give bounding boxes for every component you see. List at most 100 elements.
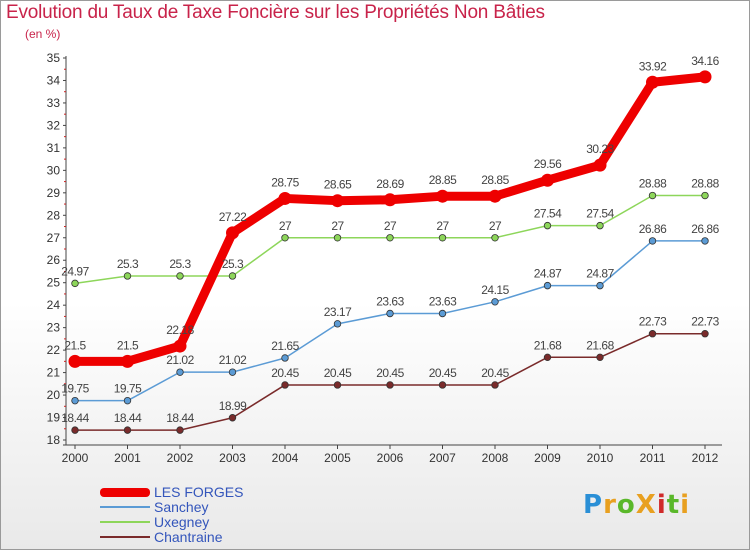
data-label: 18.44 — [61, 411, 89, 425]
x-tick-label: 2012 — [692, 451, 719, 465]
data-point — [543, 221, 552, 230]
data-point — [71, 279, 79, 288]
legend-label: Chantraine — [154, 529, 223, 545]
y-tick-label: 24 — [47, 298, 61, 312]
data-point — [386, 309, 394, 318]
data-label: 28.88 — [691, 177, 719, 191]
data-label: 28.88 — [639, 177, 667, 191]
data-label: 28.75 — [271, 175, 299, 189]
data-label: 20.45 — [324, 366, 352, 380]
data-point — [701, 237, 709, 245]
x-tick-label: 2009 — [534, 451, 561, 465]
logo-letter: P — [583, 490, 604, 520]
data-label: 27 — [331, 219, 344, 233]
y-tick-label: 23 — [47, 321, 61, 335]
data-label: 25.3 — [169, 257, 191, 271]
x-tick-label: 2010 — [587, 451, 614, 465]
data-label: 25.3 — [117, 257, 139, 271]
legend-label: Sanchey — [154, 499, 209, 515]
data-label: 27 — [384, 219, 397, 233]
chart-title: Evolution du Taux de Taxe Foncière sur l… — [6, 2, 545, 23]
data-point — [176, 368, 184, 376]
y-tick-label: 22 — [47, 343, 61, 357]
data-point — [281, 381, 289, 389]
data-labels-layer: 21.5 21.5 22.18 27.22 28.75 28.65 28.69 28.85 28… — [61, 54, 720, 425]
data-point — [596, 281, 604, 290]
data-label: 21.68 — [586, 338, 614, 352]
data-point — [593, 158, 607, 172]
data-label: 28.85 — [429, 173, 457, 187]
legend-label: LES FORGES — [154, 484, 244, 500]
data-point — [596, 221, 604, 230]
data-point — [596, 353, 604, 362]
data-label: 20.45 — [481, 366, 509, 380]
y-tick-label: 28 — [47, 208, 61, 222]
data-label: 28.65 — [324, 178, 352, 192]
y-tick-label: 35 — [47, 51, 61, 65]
data-point — [333, 381, 342, 389]
legend-label: Uxegney — [154, 514, 210, 530]
data-label: 26.86 — [691, 222, 719, 236]
data-point — [228, 272, 237, 280]
data-label: 23.63 — [429, 294, 457, 308]
data-point — [646, 75, 659, 89]
data-label: 21.5 — [117, 338, 139, 352]
logo-letter: X — [635, 490, 657, 520]
data-point — [648, 237, 657, 245]
data-point — [71, 396, 79, 405]
data-label: 27.54 — [586, 207, 614, 221]
data-label: 27 — [489, 219, 502, 233]
data-point — [386, 234, 394, 242]
x-tick-label: 2004 — [272, 451, 299, 465]
y-tick-label: 20 — [47, 388, 61, 402]
x-tick-label: 2011 — [640, 451, 666, 465]
y-tick-label: 26 — [47, 253, 61, 267]
data-label: 24.97 — [61, 264, 89, 278]
y-tick-label: 29 — [47, 186, 61, 200]
data-point — [176, 426, 184, 434]
data-point — [436, 189, 449, 203]
x-tick-label: 2000 — [62, 451, 89, 465]
data-point — [123, 426, 132, 434]
data-point — [541, 173, 554, 187]
data-label: 29.56 — [534, 157, 562, 171]
data-label: 18.44 — [166, 411, 194, 425]
data-point — [491, 234, 499, 242]
data-point — [228, 414, 237, 422]
data-point — [226, 226, 239, 240]
data-point — [281, 234, 289, 242]
data-point — [68, 354, 82, 368]
data-point — [173, 339, 187, 353]
data-label: 24.87 — [534, 267, 562, 281]
data-point — [278, 191, 292, 205]
data-point — [333, 234, 342, 242]
data-point — [331, 194, 344, 208]
legend-swatch — [100, 506, 150, 508]
data-label: 20.45 — [376, 366, 404, 380]
data-point — [438, 381, 447, 389]
data-label: 22.73 — [639, 315, 667, 329]
logo-letter: r — [603, 490, 617, 520]
logo-letter: t — [666, 490, 681, 520]
data-point — [488, 189, 502, 203]
y-tick-label: 27 — [47, 231, 61, 245]
series-layer — [68, 70, 712, 434]
data-point — [491, 298, 499, 306]
data-label: 21.02 — [219, 353, 247, 367]
x-tick-label: 2007 — [429, 451, 456, 465]
data-label: 19.75 — [114, 382, 142, 396]
proxiti-logo: ProXiti — [583, 490, 690, 520]
x-tick-label: 2006 — [377, 451, 404, 465]
logo-letter: i — [680, 490, 691, 520]
x-tick-label: 2002 — [167, 451, 194, 465]
data-point — [698, 70, 712, 84]
data-label: 21.68 — [534, 338, 562, 352]
x-tick-label: 2003 — [219, 451, 246, 465]
x-tick-label: 2001 — [114, 451, 141, 465]
data-label: 27.22 — [219, 210, 247, 224]
data-point — [123, 396, 132, 405]
data-label: 19.75 — [61, 382, 89, 396]
y-tick-label: 19 — [47, 411, 61, 425]
data-point — [491, 381, 499, 389]
legend-swatch — [100, 488, 150, 497]
